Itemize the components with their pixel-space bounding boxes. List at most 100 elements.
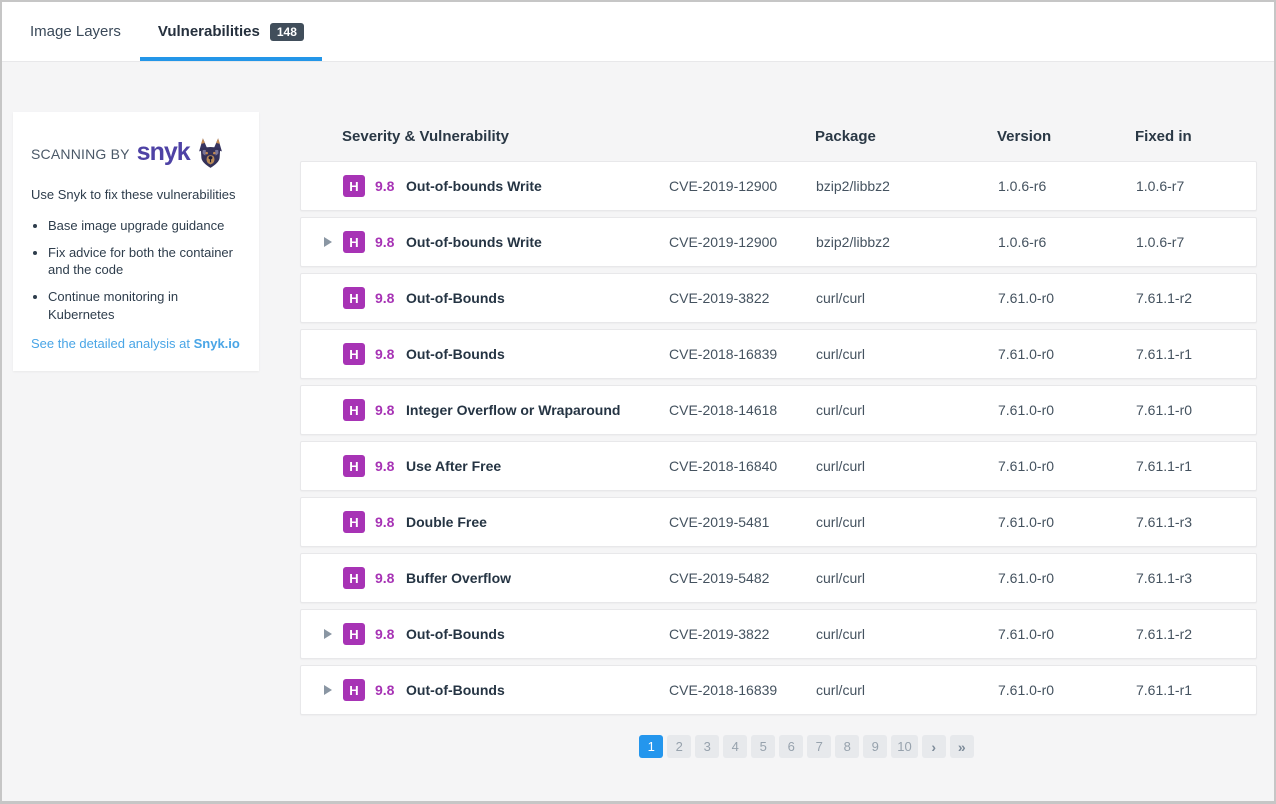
page-button-9[interactable]: 9 — [863, 735, 888, 758]
severity-badge: H — [343, 175, 365, 197]
vulnerability-name: Integer Overflow or Wraparound — [406, 402, 621, 418]
table-row: H 9.8 Out-of-Bounds CVE-2018-16839 curl/… — [300, 665, 1257, 715]
table-row: H 9.8 Out-of-Bounds CVE-2019-3822 curl/c… — [300, 609, 1257, 659]
snyk-link-brand: Snyk.io — [193, 335, 240, 351]
package-name: curl/curl — [816, 682, 866, 698]
cve-id: CVE-2018-16839 — [669, 346, 778, 362]
fixed-version: 7.61.1-r0 — [1136, 402, 1193, 418]
package-name: bzip2/libbz2 — [816, 178, 890, 194]
cvss-score: 9.8 — [375, 570, 395, 586]
cvss-score: 9.8 — [375, 290, 395, 306]
fixed-version: 7.61.1-r2 — [1136, 626, 1193, 642]
snyk-logo: snyk — [136, 137, 191, 166]
table-row: H 9.8 Out-of-Bounds CVE-2018-16839 curl/… — [300, 329, 1257, 379]
content-area: SCANNING BY snyk Use Snyk to fix these v… — [2, 62, 1274, 801]
page-button-1[interactable]: 1 — [639, 735, 664, 758]
cvss-score: 9.8 — [375, 514, 395, 530]
severity-badge: H — [343, 511, 365, 533]
package-name: curl/curl — [816, 626, 866, 642]
cve-id: CVE-2019-3822 — [669, 626, 770, 642]
table-row: H 9.8 Integer Overflow or Wraparound CVE… — [300, 385, 1257, 435]
page-button-10[interactable]: 10 — [891, 735, 918, 758]
expand-cell — [313, 405, 343, 415]
cvss-score: 9.8 — [375, 178, 395, 194]
page-button-4[interactable]: 4 — [723, 735, 748, 758]
package-version: 7.61.0-r0 — [998, 458, 1055, 474]
vulnerability-table: Severity & Vulnerability Package Version… — [300, 118, 1257, 758]
header-fixed-in: Fixed in — [1135, 127, 1192, 145]
cvss-score: 9.8 — [375, 346, 395, 362]
tab-image-layers[interactable]: Image Layers — [30, 2, 121, 61]
table-row: H 9.8 Use After Free CVE-2018-16840 curl… — [300, 441, 1257, 491]
package-version: 7.61.0-r0 — [998, 682, 1055, 698]
fixed-version: 7.61.1-r1 — [1136, 346, 1193, 362]
header-version: Version — [997, 127, 1052, 145]
table-row: H 9.8 Buffer Overflow CVE-2019-5482 curl… — [300, 553, 1257, 603]
snyk-heading: SCANNING BY snyk — [31, 138, 241, 169]
cve-id: CVE-2018-16840 — [669, 458, 778, 474]
snyk-bullet: Base image upgrade guidance — [48, 217, 241, 234]
scanning-by-label: SCANNING BY — [31, 145, 130, 162]
header-severity-vulnerability: Severity & Vulnerability — [342, 127, 510, 145]
expand-cell — [313, 573, 343, 583]
vulnerability-name: Out-of-Bounds — [406, 626, 505, 642]
fixed-version: 1.0.6-r7 — [1136, 178, 1185, 194]
fixed-version: 1.0.6-r7 — [1136, 234, 1185, 250]
tab-image-layers-label: Image Layers — [30, 23, 121, 40]
cvss-score: 9.8 — [375, 626, 395, 642]
severity-badge: H — [343, 287, 365, 309]
next-page-button[interactable]: › — [921, 735, 946, 758]
package-version: 7.61.0-r0 — [998, 402, 1055, 418]
severity-badge: H — [343, 399, 365, 421]
table-row: H 9.8 Out-of-Bounds CVE-2019-3822 curl/c… — [300, 273, 1257, 323]
package-version: 7.61.0-r0 — [998, 626, 1055, 642]
tab-bar: Image Layers Vulnerabilities 148 — [2, 2, 1274, 62]
cvss-score: 9.8 — [375, 402, 395, 418]
page-button-5[interactable]: 5 — [751, 735, 776, 758]
package-name: curl/curl — [816, 458, 866, 474]
cve-id: CVE-2019-12900 — [669, 234, 778, 250]
package-name: curl/curl — [816, 346, 866, 362]
package-version: 1.0.6-r6 — [998, 178, 1047, 194]
table-row: H 9.8 Out-of-bounds Write CVE-2019-12900… — [300, 161, 1257, 211]
cve-id: CVE-2019-12900 — [669, 178, 778, 194]
package-version: 7.61.0-r0 — [998, 346, 1055, 362]
snyk-dog-icon — [198, 138, 222, 168]
last-page-button[interactable]: » — [949, 735, 974, 758]
tab-vulnerabilities[interactable]: Vulnerabilities 148 — [139, 2, 322, 61]
snyk-link-text: See the detailed analysis at — [31, 335, 194, 351]
vulnerability-name: Buffer Overflow — [406, 570, 512, 586]
snyk-panel: SCANNING BY snyk Use Snyk to fix these v… — [13, 112, 259, 371]
snyk-analysis-link[interactable]: See the detailed analysis at Snyk.io — [31, 336, 240, 351]
table-header-row: Severity & Vulnerability Package Version… — [300, 118, 1257, 154]
header-package: Package — [815, 127, 876, 145]
page-button-6[interactable]: 6 — [779, 735, 804, 758]
cve-id: CVE-2018-16839 — [669, 682, 778, 698]
package-version: 1.0.6-r6 — [998, 234, 1047, 250]
expand-cell — [313, 517, 343, 527]
expand-icon[interactable] — [324, 629, 332, 639]
fixed-version: 7.61.1-r2 — [1136, 290, 1193, 306]
page-button-7[interactable]: 7 — [807, 735, 832, 758]
expand-icon[interactable] — [324, 685, 332, 695]
package-version: 7.61.0-r0 — [998, 290, 1055, 306]
severity-badge: H — [343, 679, 365, 701]
page-button-3[interactable]: 3 — [695, 735, 720, 758]
snyk-link-line: See the detailed analysis at Snyk.io — [31, 336, 241, 351]
expand-icon[interactable] — [324, 237, 332, 247]
package-name: curl/curl — [816, 514, 866, 530]
package-name: curl/curl — [816, 402, 866, 418]
severity-badge: H — [343, 455, 365, 477]
snyk-bullet: Fix advice for both the container and th… — [48, 244, 241, 278]
active-tab-indicator — [139, 57, 322, 61]
tab-vulnerabilities-label: Vulnerabilities — [157, 23, 260, 40]
pagination: 1 2 3 4 5 6 7 8 9 10 ›» — [328, 735, 1276, 758]
expand-cell — [313, 461, 343, 471]
vulnerability-name: Out-of-bounds Write — [406, 178, 542, 194]
page-button-8[interactable]: 8 — [835, 735, 860, 758]
cve-id: CVE-2019-3822 — [669, 290, 770, 306]
page-button-2[interactable]: 2 — [667, 735, 692, 758]
cvss-score: 9.8 — [375, 682, 395, 698]
cvss-score: 9.8 — [375, 458, 395, 474]
vulnerability-name: Use After Free — [406, 458, 502, 474]
